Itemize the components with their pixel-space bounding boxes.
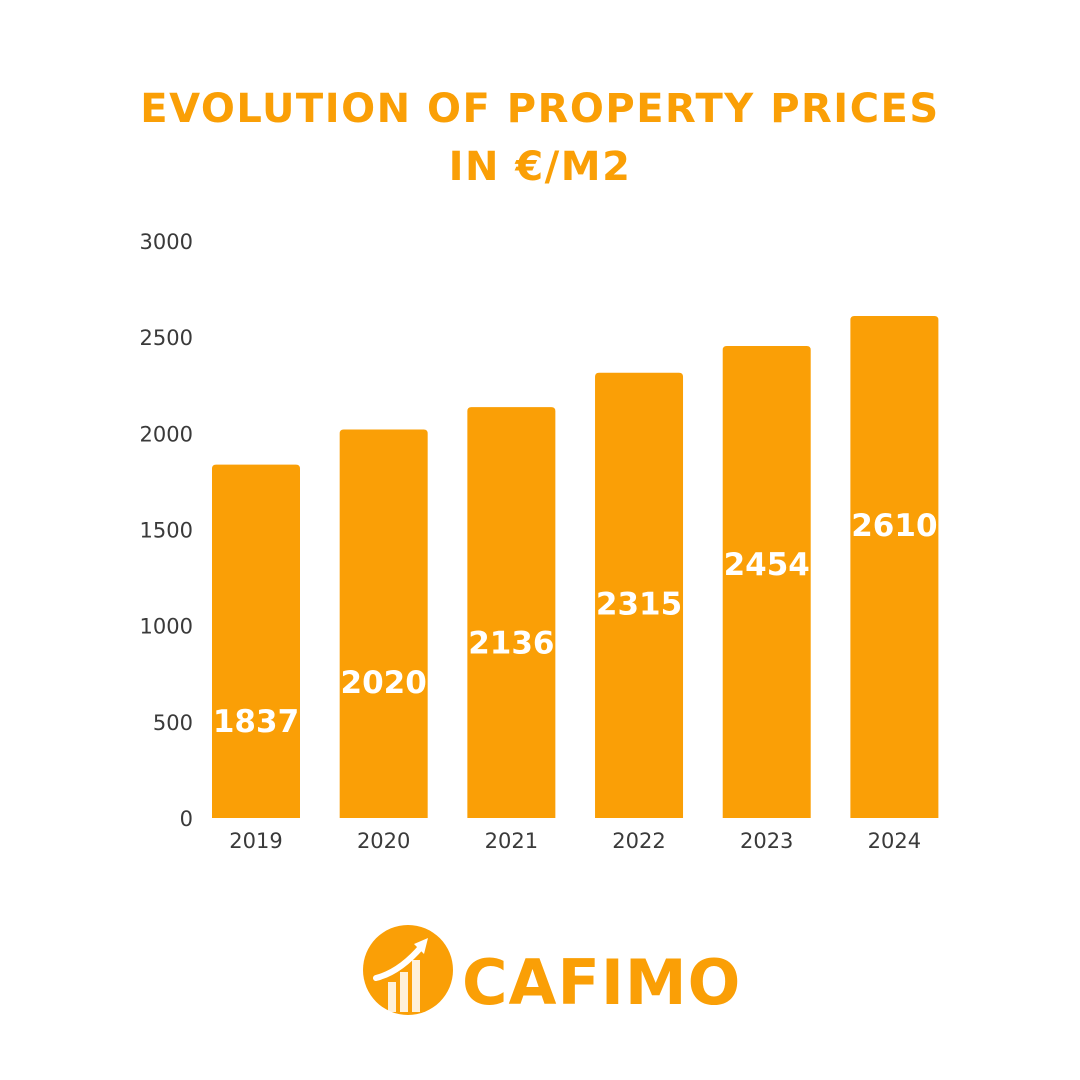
brand-name: CAFIMO: [462, 946, 742, 1019]
x-tick-label: 2020: [357, 829, 410, 853]
y-tick-label: 2500: [140, 326, 193, 350]
y-tick-label: 0: [180, 807, 193, 831]
bar-value-label: 2610: [851, 508, 937, 544]
brand-logo: CAFIMO: [362, 924, 740, 1020]
chart-title-line-2: IN €/M2: [448, 144, 632, 190]
x-tick-label: 2024: [868, 829, 921, 853]
bar-2023: [722, 346, 811, 818]
x-tick-label: 2019: [229, 829, 282, 853]
y-tick-label: 1000: [140, 615, 193, 639]
bar-2021: [467, 407, 556, 818]
bar-value-label: 2315: [596, 586, 682, 622]
bar-2019: [212, 464, 300, 818]
bar-2022: [595, 372, 684, 818]
x-tick-label: 2021: [485, 829, 538, 853]
bar-value-label: 2454: [724, 547, 810, 583]
bar-value-label: 1837: [213, 704, 299, 740]
bar-2020: [339, 429, 428, 818]
y-tick-label: 3000: [140, 230, 193, 254]
bar-2024: [850, 316, 939, 818]
chart-title-line-1: EVOLUTION OF PROPERTY PRICES: [140, 86, 940, 132]
y-tick-label: 1500: [140, 519, 193, 543]
y-tick-label: 2000: [140, 422, 193, 446]
bar-value-label: 2136: [468, 626, 554, 662]
bar-value-label: 2020: [341, 665, 427, 701]
rising-chart-circle-icon: [363, 925, 453, 1015]
y-tick-label: 500: [153, 711, 193, 735]
x-tick-label: 2023: [740, 829, 793, 853]
x-tick-label: 2022: [612, 829, 665, 853]
chart-title: EVOLUTION OF PROPERTY PRICES IN €/M2: [0, 80, 1080, 196]
bar-chart: 0 500 1000 1500 2000 2500 3000 1837 2019 2020 2020…: [140, 230, 939, 853]
